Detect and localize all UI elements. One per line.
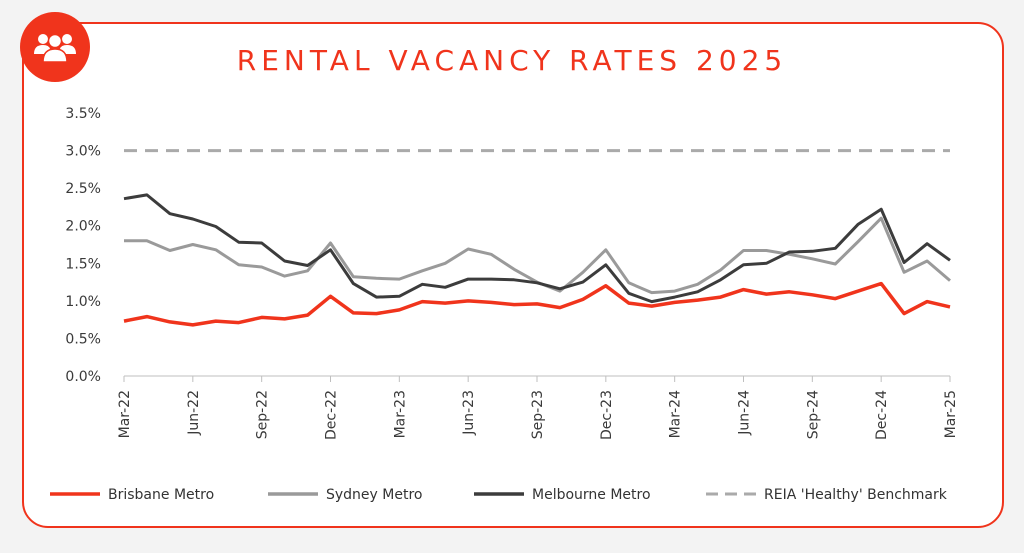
series-line-brisbane-metro: [123, 281, 951, 327]
x-tick-label: Mar-25: [943, 390, 959, 438]
x-tick-label: Mar-23: [392, 390, 408, 438]
legend: Brisbane Metro Sydney Metro Melbourne Metr…: [50, 487, 948, 503]
y-tick-label: 1.5%: [65, 256, 101, 272]
x-tick-label: Dec-22: [324, 390, 340, 440]
people-group-icon: [34, 33, 76, 63]
y-axis: 0.0% 0.5% 1.0% 1.5% 2.0% 2.5% 3.0% 3.5%: [65, 106, 101, 385]
legend-label: Melbourne Metro: [532, 487, 651, 503]
y-tick-label: 3.5%: [65, 106, 101, 122]
y-tick-label: 3.0%: [65, 144, 101, 160]
chart-card: [22, 22, 1004, 528]
legend-label: REIA 'Healthy' Benchmark: [764, 487, 948, 503]
x-tick-label: Mar-24: [668, 390, 684, 438]
x-tick-label: Sep-22: [255, 390, 271, 439]
badge: [20, 12, 90, 82]
x-tick-label: Mar-22: [117, 390, 133, 438]
x-tick-label: Dec-23: [599, 390, 615, 440]
chart-title: RENTAL VACANCY RATES 2025: [236, 44, 788, 77]
y-tick-label: 0.0%: [65, 369, 101, 385]
x-tick-label: Jun-23: [461, 390, 477, 436]
y-tick-label: 0.5%: [65, 331, 101, 347]
legend-label: Brisbane Metro: [108, 487, 214, 503]
x-tick-label: Jun-22: [186, 390, 202, 436]
x-tick-label: Jun-24: [737, 390, 753, 436]
y-tick-label: 1.0%: [65, 294, 101, 310]
series-line-melbourne-metro: [123, 193, 951, 304]
y-tick-label: 2.0%: [65, 219, 101, 235]
legend-label: Sydney Metro: [326, 487, 422, 503]
x-tick-label: Sep-23: [530, 390, 546, 439]
y-tick-label: 2.5%: [65, 181, 101, 197]
x-tick-label: Sep-24: [805, 390, 821, 439]
x-tick-label: Dec-24: [874, 390, 890, 440]
series-layer: [123, 149, 951, 327]
x-axis: Mar-22 Jun-22 Sep-22 Dec-22 Mar-23 Jun-23 Sep-…: [117, 376, 959, 440]
